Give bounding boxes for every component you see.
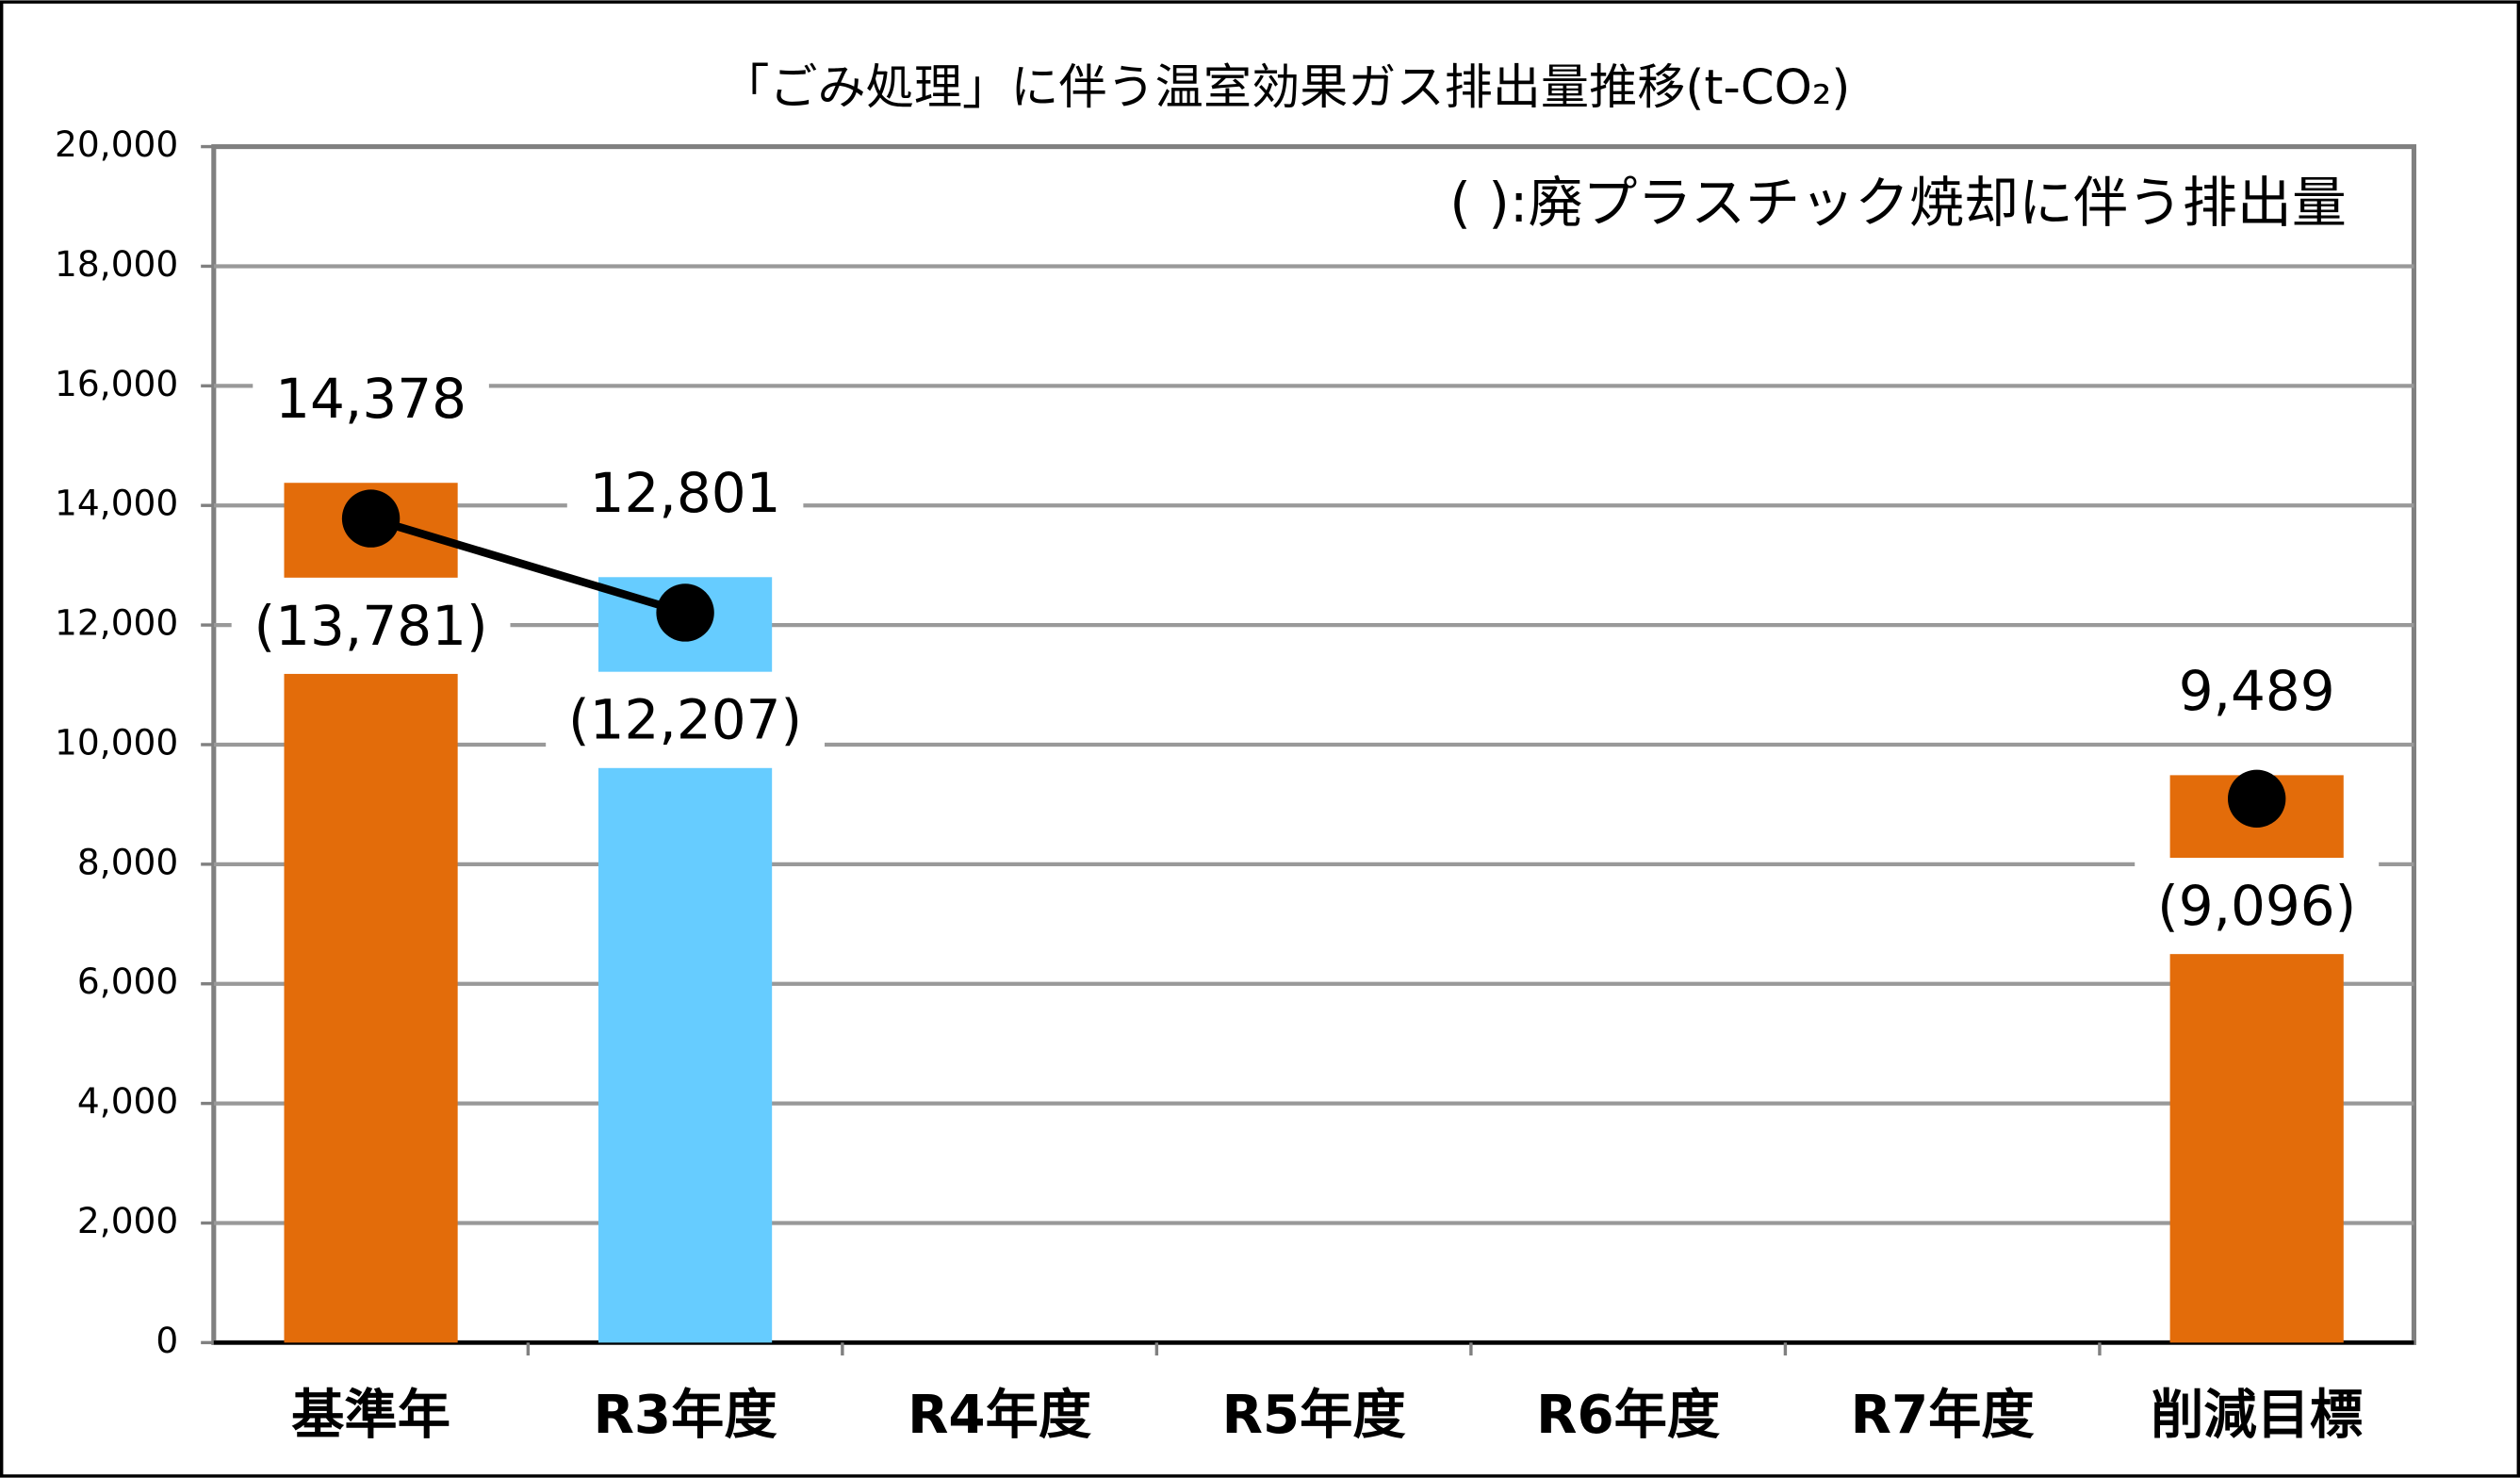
annotation: ( ):廃プラスチック焼却に伴う排出量 <box>1449 171 2347 235</box>
data-label: 9,489 <box>2179 659 2335 723</box>
chart-title: 「ごみ処理」に伴う温室効果ガス排出量推移(t-CO₂) <box>721 60 1850 116</box>
x-tick-label: R7年度 <box>1851 1385 2035 1446</box>
y-tick-label: 10,000 <box>55 721 178 763</box>
y-tick-label: 8,000 <box>77 841 178 882</box>
data-label: 14,378 <box>275 367 466 431</box>
label-background <box>546 671 826 768</box>
y-tick-label: 14,000 <box>55 483 178 524</box>
line-marker <box>341 489 401 548</box>
y-tick-label: 6,000 <box>77 961 178 1002</box>
x-tick-label: R5年度 <box>1222 1385 1406 1446</box>
label-background <box>2135 858 2380 955</box>
label-background <box>566 445 804 542</box>
label-background <box>253 351 489 448</box>
y-tick-label: 4,000 <box>77 1080 178 1122</box>
y-tick-label: 18,000 <box>55 243 178 285</box>
x-tick-label: R4年度 <box>908 1385 1091 1446</box>
y-tick-label: 0 <box>155 1320 178 1361</box>
data-label: (12,207) <box>568 688 802 752</box>
y-tick-label: 2,000 <box>77 1200 178 1241</box>
label-background <box>231 577 511 674</box>
label-background <box>2155 643 2358 740</box>
y-tick-label: 16,000 <box>55 363 178 404</box>
y-tick-label: 12,000 <box>55 602 178 644</box>
line-marker <box>2227 769 2286 829</box>
x-tick-label: R6年度 <box>1536 1385 1720 1446</box>
data-label: (9,096) <box>2157 874 2356 938</box>
line-marker <box>656 583 714 642</box>
x-tick-label: 基準年 <box>291 1385 450 1446</box>
x-tick-label: 削減目標 <box>2151 1385 2363 1446</box>
data-label: (13,781) <box>254 594 488 658</box>
y-tick-label: 20,000 <box>55 123 178 165</box>
data-label: 12,801 <box>590 461 781 525</box>
x-tick-label: R3年度 <box>594 1385 777 1446</box>
